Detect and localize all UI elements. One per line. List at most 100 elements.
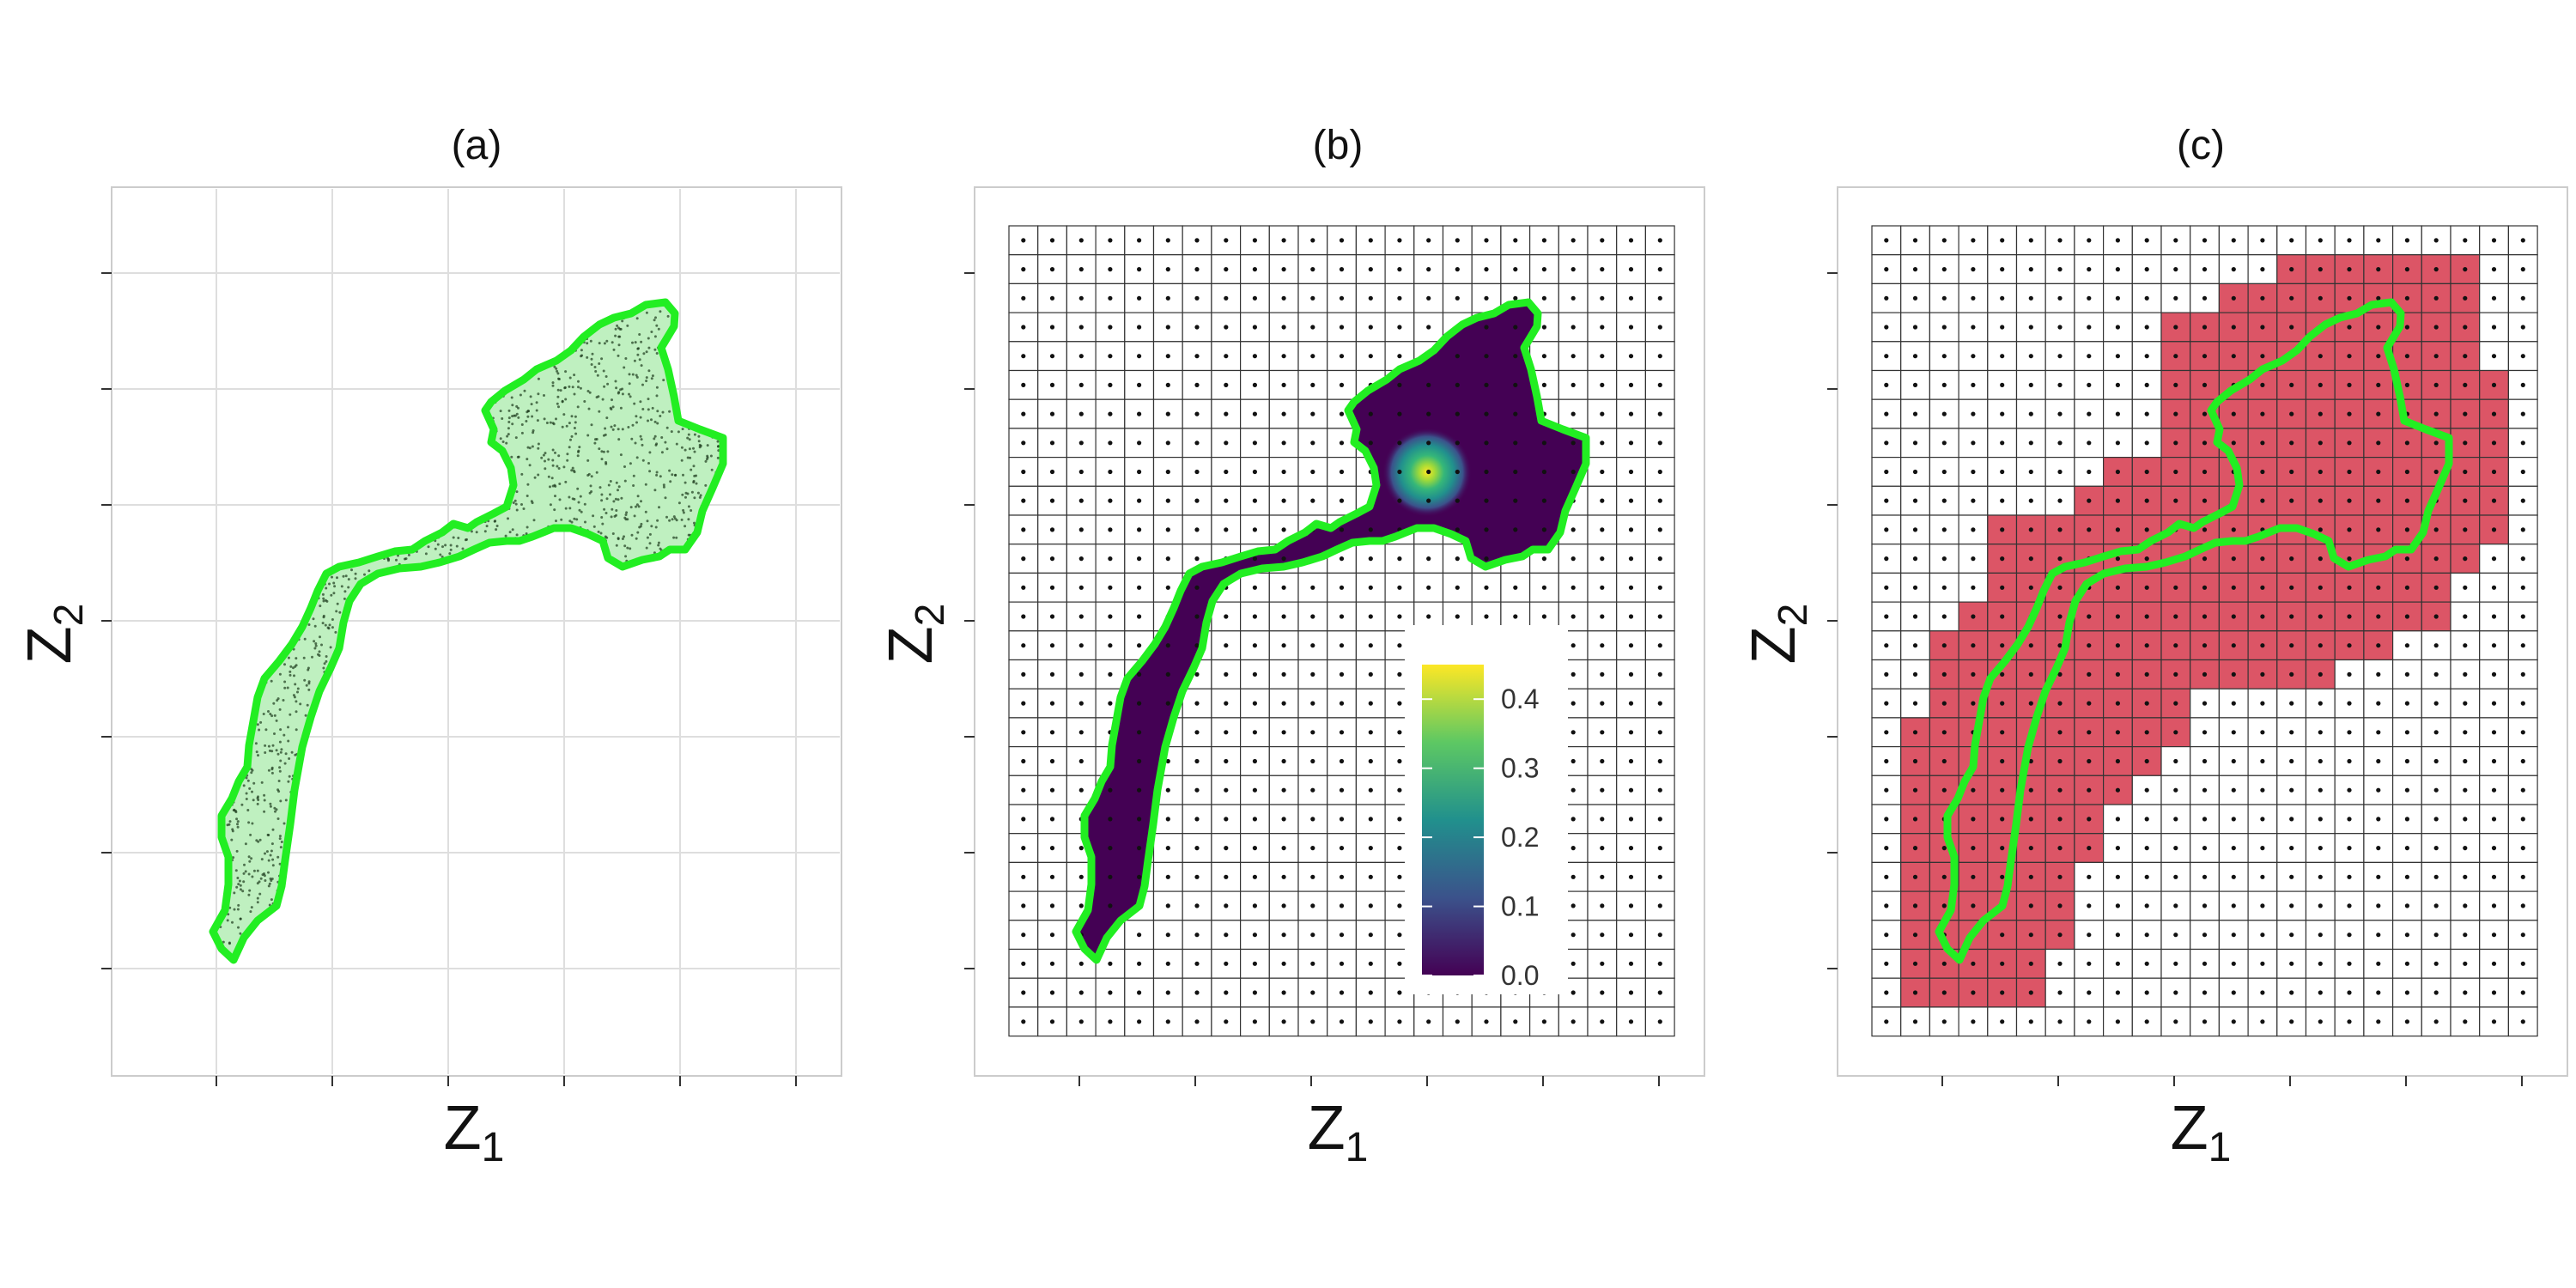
sample-point xyxy=(638,358,641,361)
sample-point xyxy=(531,445,534,448)
sample-point xyxy=(556,402,559,405)
sample-point xyxy=(699,494,702,497)
sample-point xyxy=(526,526,529,529)
sample-point xyxy=(604,427,607,430)
sample-point xyxy=(635,505,637,508)
sample-point xyxy=(252,799,255,802)
sample-point xyxy=(513,499,517,502)
sample-point xyxy=(668,469,671,472)
sample-point xyxy=(520,423,524,426)
sample-point xyxy=(295,710,298,714)
sample-point xyxy=(682,473,684,477)
sample-point xyxy=(594,370,598,373)
sample-point xyxy=(267,871,270,874)
sample-point xyxy=(601,522,605,526)
sample-point xyxy=(573,427,576,429)
sample-point xyxy=(289,713,292,716)
sample-point xyxy=(560,518,563,521)
sample-point xyxy=(236,825,240,829)
sample-point xyxy=(600,357,604,361)
sample-point xyxy=(647,408,650,411)
sample-point xyxy=(570,520,574,524)
sample-point xyxy=(574,432,578,435)
sample-point xyxy=(319,635,321,639)
sample-point xyxy=(544,459,546,463)
sample-point xyxy=(611,341,614,344)
sample-point xyxy=(328,582,331,586)
sample-point xyxy=(259,720,263,724)
sample-point xyxy=(543,417,546,421)
sample-point xyxy=(537,392,540,396)
sample-point xyxy=(321,622,325,625)
sample-point xyxy=(580,349,583,352)
sample-point xyxy=(226,823,229,827)
sample-point xyxy=(709,454,713,458)
sample-point xyxy=(568,422,571,425)
sample-point xyxy=(452,536,455,539)
sample-point xyxy=(506,434,509,438)
sample-point xyxy=(540,456,544,459)
sample-point xyxy=(669,480,672,483)
sample-point xyxy=(687,505,690,508)
sample-point xyxy=(279,759,283,762)
sample-point xyxy=(593,366,597,368)
sample-point xyxy=(716,456,720,459)
sample-point xyxy=(251,822,254,825)
sample-point xyxy=(284,799,288,802)
sample-point xyxy=(659,475,662,478)
sample-point xyxy=(653,335,657,338)
sample-point xyxy=(545,422,549,424)
sample-point xyxy=(515,508,519,512)
sample-point xyxy=(330,593,333,597)
sample-point xyxy=(247,872,251,876)
sample-point xyxy=(295,700,298,703)
sample-point xyxy=(629,462,632,465)
sample-point xyxy=(588,491,592,495)
sample-point xyxy=(571,497,574,501)
sample-point xyxy=(570,469,574,472)
sample-point xyxy=(404,557,406,561)
sample-point xyxy=(618,335,622,338)
sample-point xyxy=(697,434,701,438)
sample-point xyxy=(624,555,628,558)
sample-point xyxy=(314,642,318,645)
sample-point xyxy=(268,749,271,752)
sample-point xyxy=(251,769,254,772)
sample-point xyxy=(550,477,554,480)
sample-point xyxy=(306,703,309,707)
sample-point xyxy=(641,459,645,462)
sample-point xyxy=(247,821,251,824)
sample-point xyxy=(562,465,566,469)
sample-point xyxy=(568,507,572,510)
sample-point xyxy=(632,474,635,477)
sample-point xyxy=(654,316,657,319)
sample-point xyxy=(275,749,278,752)
sample-point xyxy=(448,552,452,556)
sample-point xyxy=(270,842,274,846)
sample-point xyxy=(599,532,603,535)
sample-point xyxy=(511,415,514,418)
sample-point xyxy=(307,688,311,691)
sample-point xyxy=(616,324,619,327)
sample-point xyxy=(558,498,562,501)
sample-point xyxy=(237,883,240,886)
sample-point xyxy=(686,436,690,440)
sample-point xyxy=(704,459,708,463)
sample-point xyxy=(603,385,606,388)
sample-point xyxy=(303,678,307,682)
sample-point xyxy=(638,333,641,336)
sample-point xyxy=(671,518,674,521)
sample-point xyxy=(227,913,230,916)
sample-point xyxy=(680,518,683,521)
sample-point xyxy=(551,384,555,387)
sample-point xyxy=(526,458,529,461)
sample-point xyxy=(636,531,640,534)
sample-point xyxy=(244,842,247,846)
sample-point xyxy=(578,508,581,512)
sample-point xyxy=(675,536,678,539)
sample-point xyxy=(344,574,348,578)
sample-point xyxy=(657,327,660,331)
sample-point xyxy=(596,374,599,377)
sample-point xyxy=(623,479,627,483)
sample-point xyxy=(668,410,671,413)
